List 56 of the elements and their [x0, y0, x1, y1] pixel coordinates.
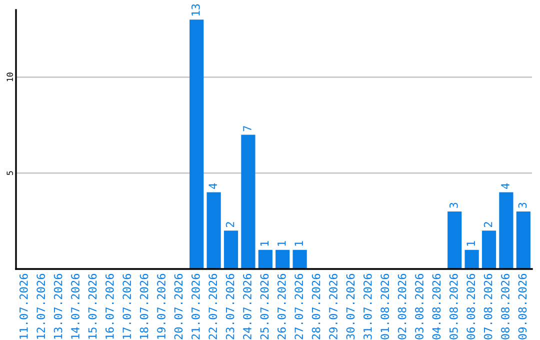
data-label: 1: [294, 241, 303, 246]
x-tick-label: 12.07.2026: [36, 274, 46, 339]
bar: [448, 211, 462, 269]
x-tick-label: 31.07.2026: [363, 274, 372, 340]
x-tick-label: 29.07.2026: [329, 274, 338, 340]
x-tick-label: 16.07.2026: [105, 274, 114, 339]
bar: [190, 20, 204, 269]
data-label: 3: [518, 202, 527, 208]
x-tick-label: 30.07.2026: [346, 274, 355, 340]
x-tick-label: 11.07.2026: [19, 274, 28, 339]
data-label: 1: [466, 241, 475, 246]
y-tick-label: 10: [6, 72, 13, 82]
bar: [516, 211, 530, 269]
data-label: 1: [260, 241, 268, 246]
x-tick-label: 03.08.2026: [415, 274, 424, 340]
x-tick-label: 20.07.2026: [174, 274, 183, 340]
data-label: 2: [226, 222, 234, 228]
x-tick-label: 24.07.2026: [243, 274, 252, 340]
x-tick-label: 05.08.2026: [449, 274, 458, 340]
data-label: 7: [243, 126, 252, 132]
data-label: 13: [191, 4, 200, 16]
bar: [206, 192, 221, 269]
x-tick-label: 25.07.2026: [260, 274, 269, 340]
x-tick-label: 09.08.2026: [518, 274, 527, 340]
data-label: 4: [501, 183, 510, 189]
x-tick-label: 21.07.2026: [191, 274, 200, 340]
data-label: 1: [278, 241, 286, 246]
bar: [224, 230, 238, 269]
bar: [276, 250, 290, 269]
x-tick-label: 15.07.2026: [88, 274, 97, 339]
bar: [464, 250, 479, 269]
bar: [292, 250, 307, 269]
bar: [499, 192, 514, 269]
x-tick-label: 18.07.2026: [140, 274, 148, 339]
x-tick-label: 07.08.2026: [484, 274, 492, 340]
x-tick-label: 14.07.2026: [71, 274, 80, 339]
x-tick-label: 04.08.2026: [432, 274, 441, 340]
y-tick-label: 5: [6, 171, 13, 175]
x-tick-label: 17.07.2026: [122, 274, 132, 339]
bar: [241, 134, 256, 269]
x-tick-label: 22.07.2026: [208, 274, 218, 340]
data-label: 2: [484, 222, 492, 228]
x-tick-label: 26.07.2026: [277, 274, 286, 340]
x-tick-label: 13.07.2026: [54, 274, 62, 339]
x-tick-label: 23.07.2026: [226, 274, 234, 340]
x-tick-label: 06.08.2026: [466, 274, 476, 340]
x-tick-label: 08.08.2026: [501, 274, 510, 340]
bar: [258, 250, 272, 269]
data-label: 4: [208, 183, 217, 189]
x-tick-label: 02.08.2026: [398, 274, 406, 340]
bar: [482, 230, 496, 269]
x-tick-label: 28.07.2026: [312, 274, 320, 340]
x-tick-label: 01.08.2026: [380, 274, 390, 340]
x-tick-label: 19.07.2026: [157, 274, 166, 339]
data-label: 3: [449, 202, 458, 208]
x-tick-label: 27.07.2026: [294, 274, 304, 340]
